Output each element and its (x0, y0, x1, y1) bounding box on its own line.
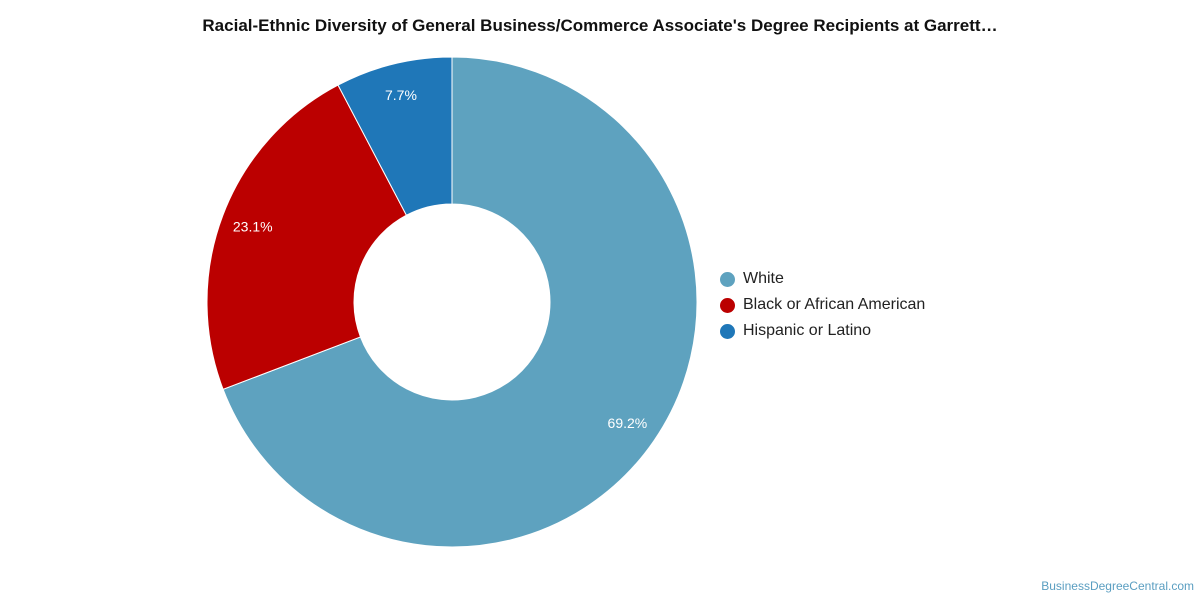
slice-label-black-or-african-american: 23.1% (233, 219, 273, 235)
slice-label-white: 69.2% (608, 415, 648, 431)
donut-slice-hispanic-or-latino[interactable] (337, 56, 453, 216)
legend-item-hispanic-or-latino[interactable]: Hispanic or Latino (720, 318, 925, 344)
donut-slice-white[interactable] (222, 56, 698, 548)
legend-label: White (743, 270, 784, 287)
legend-item-black-or-african-american[interactable]: Black or African American (720, 292, 925, 318)
footer-credit[interactable]: BusinessDegreeCentral.com (1041, 579, 1194, 593)
slice-label-hispanic-or-latino: 7.7% (385, 87, 417, 103)
donut-slices (206, 56, 698, 548)
donut-slice-black-or-african-american[interactable] (206, 84, 408, 390)
legend-marker-icon (720, 297, 735, 313)
chart-title: Racial-Ethnic Diversity of General Busin… (202, 16, 998, 35)
legend-label: Black or African American (743, 296, 926, 313)
chart-legend: White Black or African American Hispanic o… (720, 266, 925, 344)
legend-item-white[interactable]: White (720, 266, 925, 292)
donut-slice-labels: 69.2% 23.1% 7.7% (233, 87, 647, 431)
legend-label: Hispanic or Latino (743, 322, 872, 339)
legend-marker-icon (720, 271, 735, 287)
legend-marker-icon (720, 323, 735, 339)
